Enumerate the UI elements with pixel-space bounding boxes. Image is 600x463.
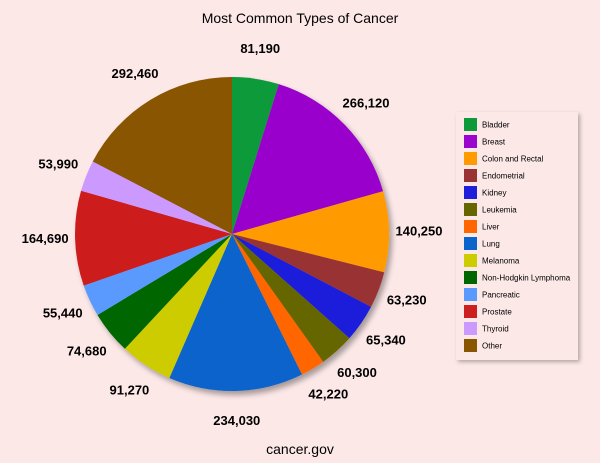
data-label-breast: 266,120 (343, 96, 390, 111)
data-label-prostate: 164,690 (22, 231, 69, 246)
legend-swatch-colon-and-rectal (464, 152, 477, 165)
legend-label-colon-and-rectal: Colon and Rectal (482, 155, 544, 164)
slice-prostate (74, 190, 232, 286)
data-label-non-hodgkin-lymphoma: 74,680 (67, 344, 107, 359)
data-label-melanoma: 91,270 (110, 382, 150, 397)
slice-leukemia (232, 234, 350, 362)
legend-swatch-lung (464, 237, 477, 250)
slice-bladder (232, 77, 279, 234)
legend-swatch-endometrial (464, 169, 477, 182)
legend-label-endometrial: Endometrial (482, 172, 525, 181)
legend-swatch-melanoma (464, 254, 477, 267)
legend-swatch-prostate (464, 305, 477, 318)
legend-label-liver: Liver (482, 223, 500, 232)
pie-slices (74, 77, 389, 391)
legend-label-prostate: Prostate (482, 308, 512, 317)
legend-swatch-leukemia (464, 203, 477, 216)
data-label-thyroid: 53,990 (38, 157, 78, 172)
legend-swatch-breast (464, 135, 477, 148)
slice-thyroid (81, 161, 232, 234)
legend-swatch-kidney (464, 186, 477, 199)
slice-liver (232, 234, 324, 375)
legend-label-melanoma: Melanoma (482, 257, 520, 266)
slice-non-hodgkin-lymphoma (97, 234, 232, 349)
data-label-kidney: 65,340 (366, 332, 406, 347)
legend-swatch-pancreatic (464, 288, 477, 301)
data-label-liver: 42,220 (308, 386, 348, 401)
slice-other (92, 77, 233, 234)
chart-title: Most Common Types of Cancer (202, 10, 399, 26)
legend-label-thyroid: Thyroid (482, 325, 509, 334)
data-label-pancreatic: 55,440 (43, 305, 83, 320)
slice-lung (169, 234, 302, 391)
legend-label-breast: Breast (482, 138, 506, 147)
slice-breast (232, 84, 384, 234)
legend-label-bladder: Bladder (482, 121, 510, 130)
data-label-lung: 234,030 (213, 413, 260, 428)
slice-pancreatic (83, 234, 232, 315)
source-note: cancer.gov (266, 441, 334, 457)
legend-label-other: Other (482, 342, 502, 351)
slice-endometrial (232, 234, 385, 307)
data-label-colon-and-rectal: 140,250 (396, 223, 443, 238)
data-label-bladder: 81,190 (240, 41, 280, 56)
slice-kidney (232, 234, 372, 339)
legend-swatch-other (464, 339, 477, 352)
legend-swatch-bladder (464, 118, 477, 131)
legend-swatch-non-hodgkin-lymphoma (464, 271, 477, 284)
data-label-leukemia: 60,300 (337, 365, 377, 380)
legend-label-pancreatic: Pancreatic (482, 291, 520, 300)
data-label-other: 292,460 (112, 66, 159, 81)
slice-colon-and-rectal (232, 191, 389, 273)
legend-label-leukemia: Leukemia (482, 206, 517, 215)
data-label-endometrial: 63,230 (387, 293, 427, 308)
data-labels: 81,190 266,120 140,250 63,230 65,340 60,300 42… (22, 41, 443, 428)
legend: Bladder Breast Colon and Rectal Endometrial… (456, 112, 578, 360)
legend-label-non-hodgkin-lymphoma: Non-Hodgkin Lymphoma (482, 274, 571, 283)
slice-melanoma (124, 234, 232, 378)
legend-label-kidney: Kidney (482, 189, 506, 198)
legend-swatch-liver (464, 220, 477, 233)
legend-label-lung: Lung (482, 240, 500, 249)
legend-swatch-thyroid (464, 322, 477, 335)
